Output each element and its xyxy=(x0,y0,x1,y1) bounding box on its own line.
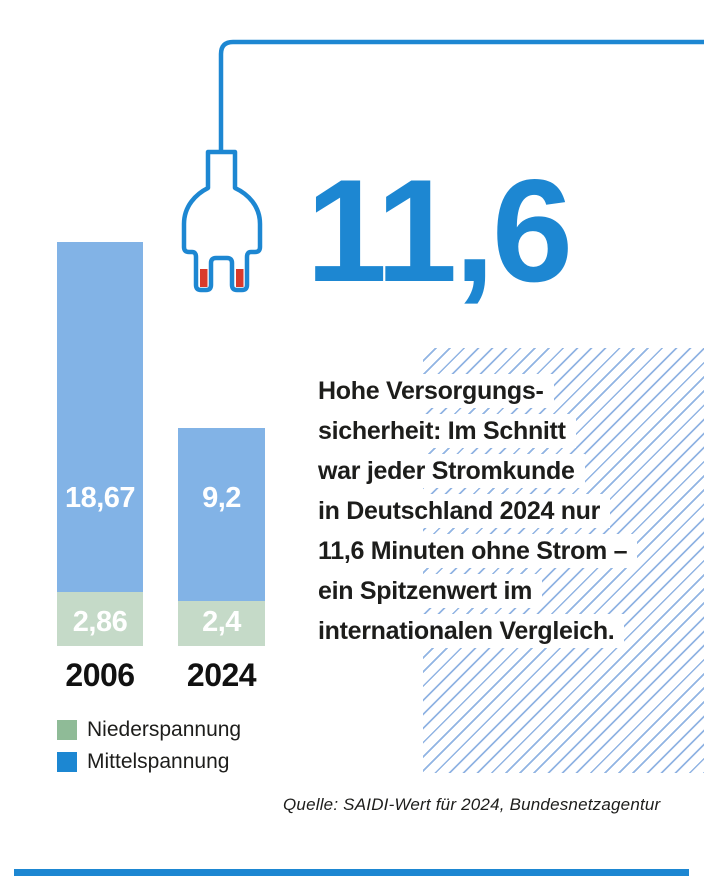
legend-item-niederspannung: Niederspannung xyxy=(57,714,241,746)
category-label: 2024 xyxy=(186,657,257,693)
power-plug-icon xyxy=(181,39,704,293)
text-line: 11,6 Minuten ohne Strom – xyxy=(318,534,638,574)
chart-legend: Niederspannung Mittelspannung xyxy=(57,714,241,778)
bar-segment-mittelspannung xyxy=(178,428,265,601)
legend-swatch-green xyxy=(57,720,77,740)
bar-segment-mittelspannung xyxy=(57,241,143,593)
value-label-niederspannung: 2,4 xyxy=(202,606,241,638)
category-label: 2006 xyxy=(65,657,135,693)
infographic-text-block: Hohe Versorgungs- sicherheit: Im Schnitt… xyxy=(318,374,638,654)
bar-segment-niederspannung xyxy=(178,600,265,646)
text-line: Hohe Versorgungs- xyxy=(318,374,637,414)
plug-prong-left xyxy=(200,269,208,287)
value-label-niederspannung: 2,86 xyxy=(72,606,128,638)
headline-number: 11,6 xyxy=(306,149,573,312)
legend-label: Niederspannung xyxy=(87,718,242,741)
power-cord-line xyxy=(218,39,704,152)
text-line: in Deutschland 2024 nur xyxy=(318,494,637,534)
value-label-mittelspannung: 18,67 xyxy=(64,482,136,514)
bar-segment-niederspannung xyxy=(57,592,143,646)
text-line: sicherheit: Im Schnitt xyxy=(318,414,637,454)
plug-prong-right xyxy=(236,269,244,287)
text-line: war jeder Stromkunde xyxy=(318,454,637,494)
source-note: Quelle: SAIDI-Wert für 2024, Bundesnetza… xyxy=(283,795,661,814)
bar-column: 18,67 2,86 2006 xyxy=(57,241,143,693)
bottom-accent-bar xyxy=(14,869,689,876)
legend-item-mittelspannung: Mittelspannung xyxy=(57,746,241,778)
plug-body-shape xyxy=(181,149,263,293)
value-label-mittelspannung: 9,2 xyxy=(202,482,241,514)
legend-label: Mittelspannung xyxy=(87,750,230,773)
legend-swatch-blue xyxy=(57,752,77,772)
bar-column: 9,2 2,4 2024 xyxy=(178,428,265,693)
text-line: internationalen Vergleich. xyxy=(318,614,637,654)
text-line: ein Spitzenwert im xyxy=(318,574,637,614)
